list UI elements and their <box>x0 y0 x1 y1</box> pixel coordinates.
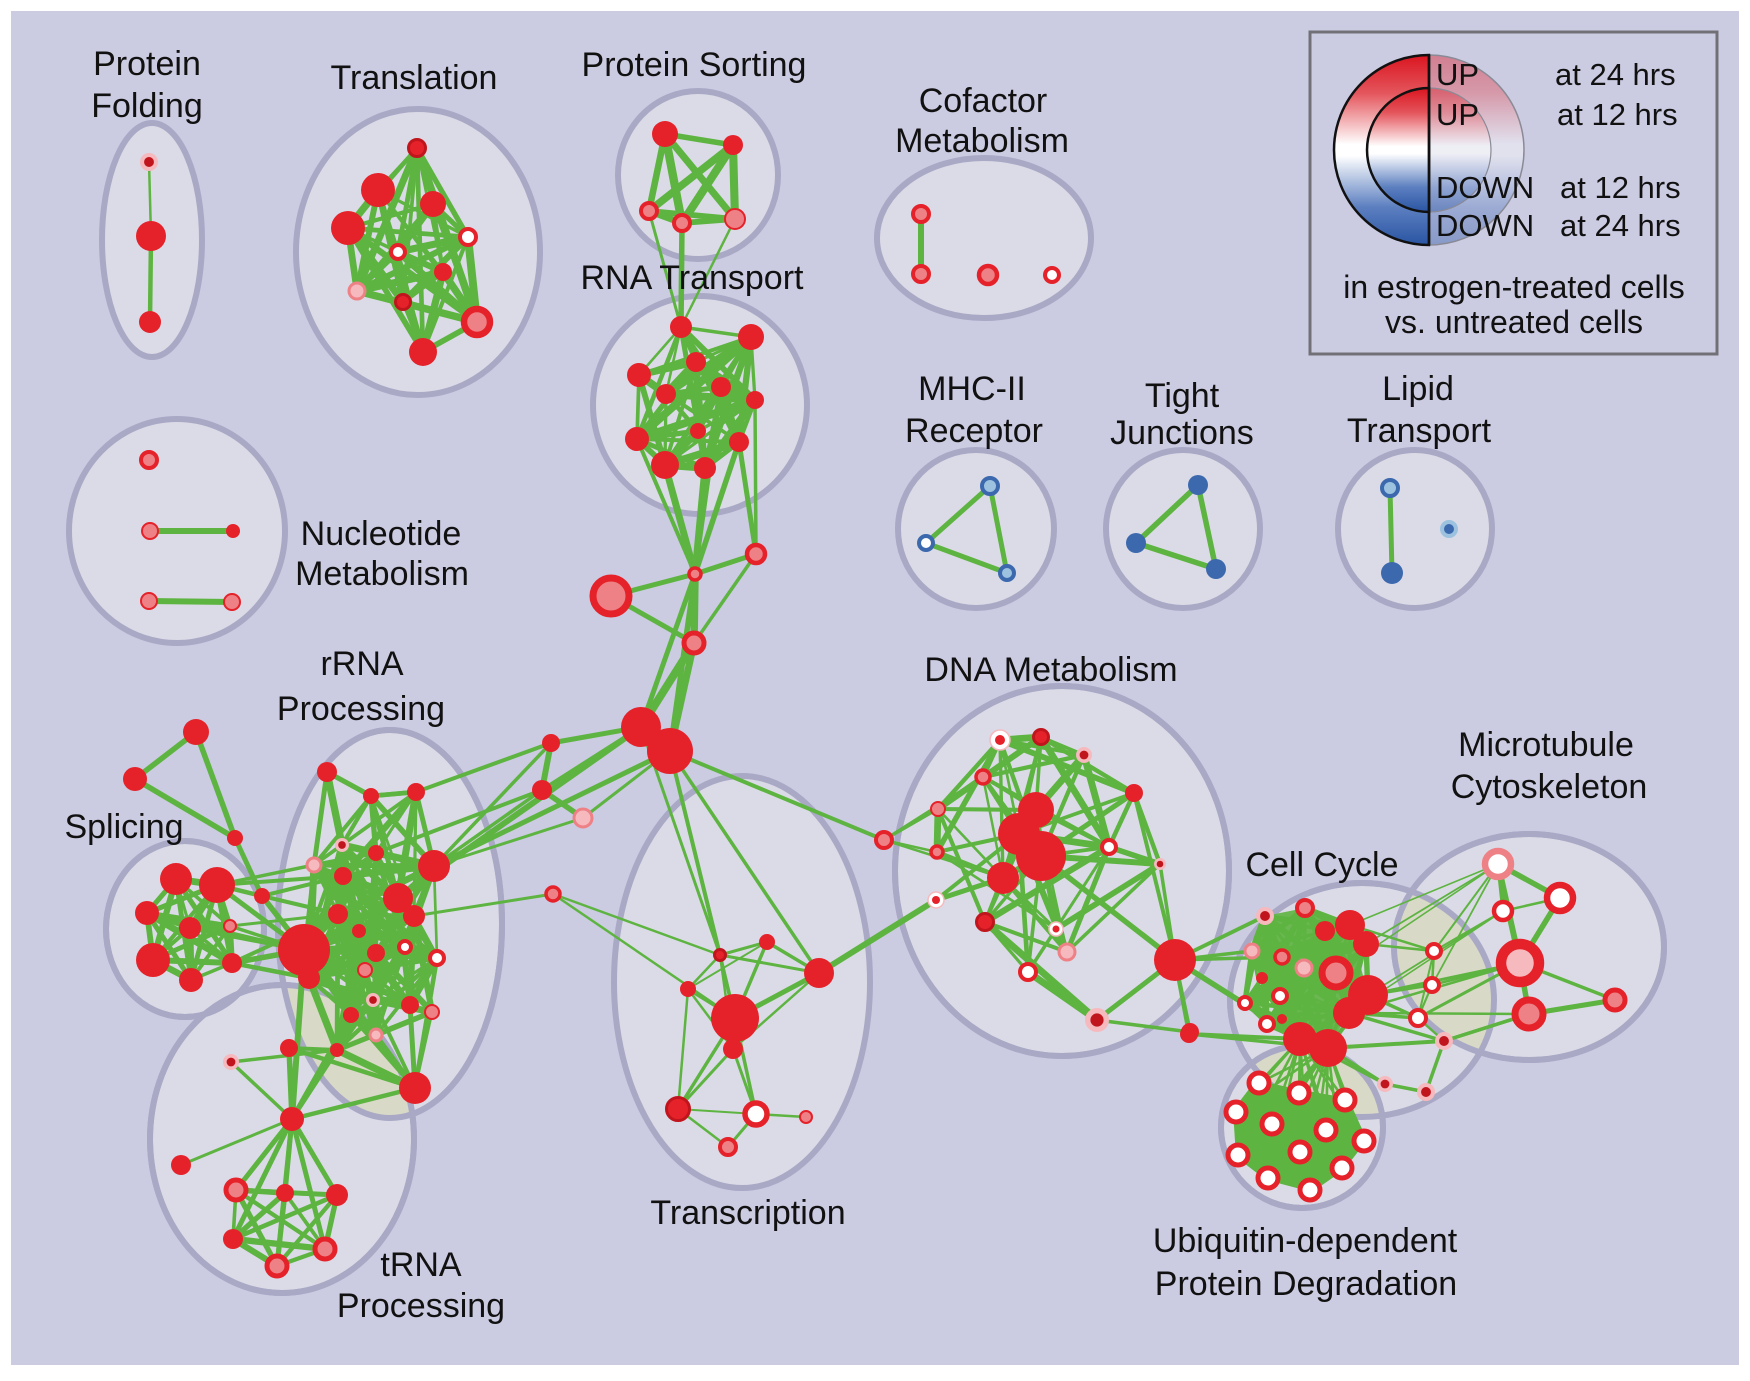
svg-text:Cytoskeleton: Cytoskeleton <box>1451 768 1648 806</box>
svg-text:Protein Degradation: Protein Degradation <box>1155 1265 1457 1303</box>
svg-text:Cell Cycle: Cell Cycle <box>1245 846 1398 884</box>
svg-text:vs. untreated cells: vs. untreated cells <box>1385 304 1643 340</box>
svg-text:Protein: Protein <box>93 45 201 83</box>
svg-text:Metabolism: Metabolism <box>895 122 1069 160</box>
svg-text:at 24 hrs: at 24 hrs <box>1555 57 1676 92</box>
svg-text:DOWN: DOWN <box>1436 208 1534 243</box>
svg-text:RNA Transport: RNA Transport <box>581 259 805 297</box>
svg-text:Ubiquitin-dependent: Ubiquitin-dependent <box>1153 1222 1458 1260</box>
svg-text:DNA Metabolism: DNA Metabolism <box>924 651 1177 689</box>
svg-text:Metabolism: Metabolism <box>295 555 469 593</box>
svg-text:Transport: Transport <box>1347 412 1492 450</box>
svg-text:Tight: Tight <box>1145 377 1220 415</box>
svg-text:Microtubule: Microtubule <box>1458 726 1634 764</box>
svg-text:Cofactor: Cofactor <box>919 82 1048 120</box>
svg-text:Splicing: Splicing <box>64 808 183 846</box>
svg-text:DOWN: DOWN <box>1436 170 1534 205</box>
svg-text:at 12 hrs: at 12 hrs <box>1557 97 1678 132</box>
svg-text:in estrogen-treated cells: in estrogen-treated cells <box>1343 269 1685 305</box>
svg-text:Translation: Translation <box>331 59 498 97</box>
svg-text:rRNA: rRNA <box>320 645 403 683</box>
svg-text:Nucleotide: Nucleotide <box>301 515 462 553</box>
svg-text:Processing: Processing <box>277 690 445 728</box>
svg-text:UP: UP <box>1436 97 1479 132</box>
svg-text:Receptor: Receptor <box>905 412 1043 450</box>
svg-text:at 24 hrs: at 24 hrs <box>1560 208 1681 243</box>
svg-text:Transcription: Transcription <box>650 1194 845 1232</box>
svg-text:MHC-II: MHC-II <box>918 370 1026 408</box>
svg-text:tRNA: tRNA <box>380 1246 462 1284</box>
svg-text:Processing: Processing <box>337 1287 505 1325</box>
svg-text:Folding: Folding <box>91 87 203 125</box>
svg-text:Junctions: Junctions <box>1110 414 1254 452</box>
svg-text:at 12 hrs: at 12 hrs <box>1560 170 1681 205</box>
svg-text:Protein Sorting: Protein Sorting <box>582 46 807 84</box>
svg-text:Lipid: Lipid <box>1382 370 1454 408</box>
svg-text:UP: UP <box>1436 57 1479 92</box>
